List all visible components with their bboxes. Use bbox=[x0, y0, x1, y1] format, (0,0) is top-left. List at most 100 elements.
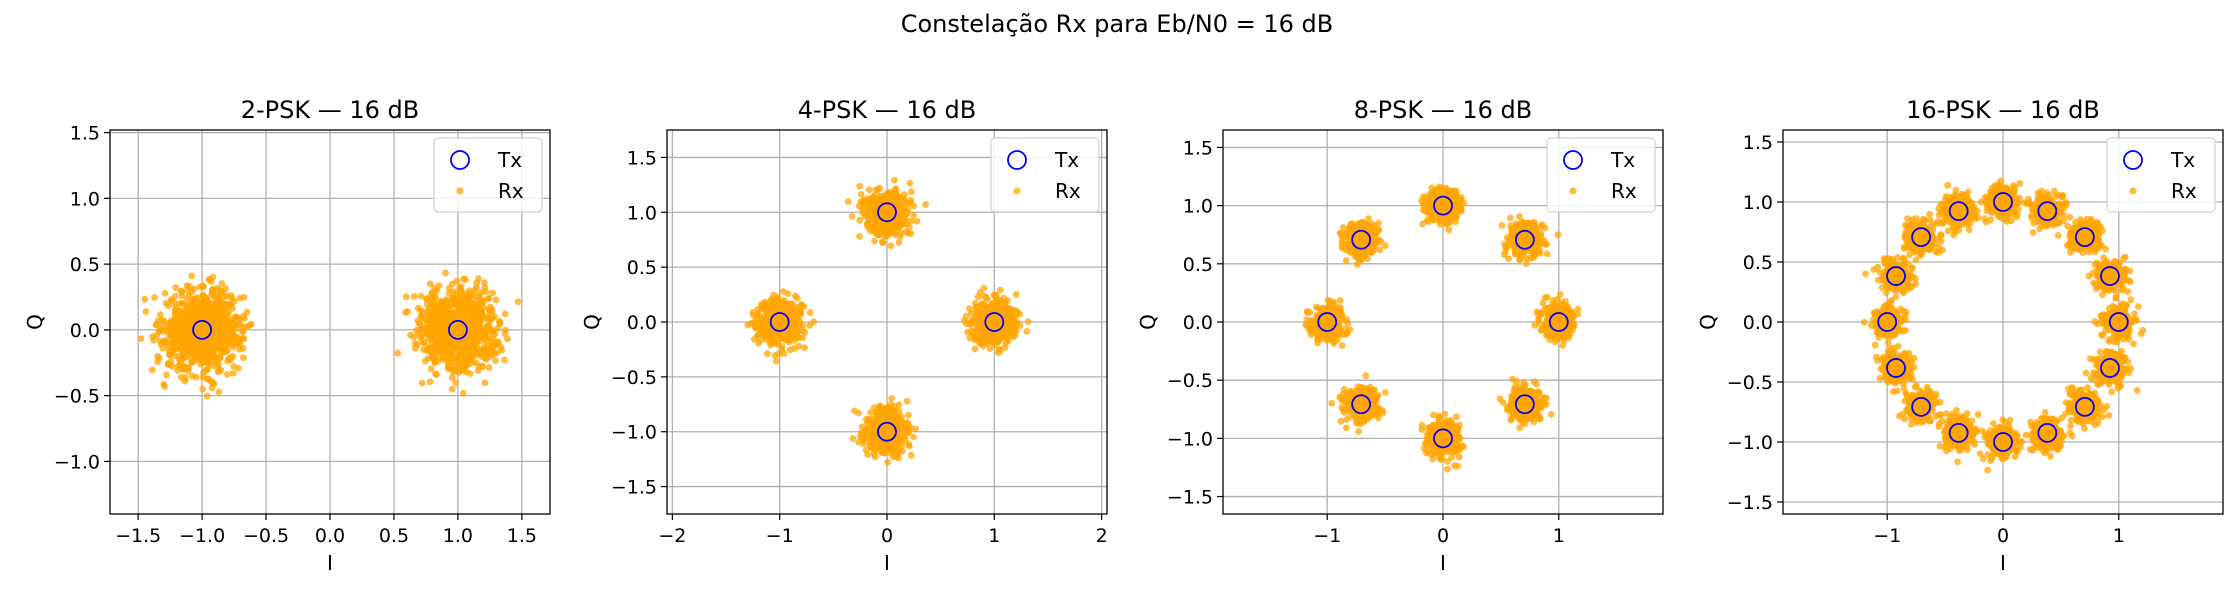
rx-point bbox=[459, 389, 467, 397]
rx-point bbox=[483, 327, 491, 335]
rx-point bbox=[466, 305, 474, 313]
rx-point bbox=[218, 288, 226, 295]
rx-point bbox=[1539, 299, 1547, 307]
rx-point bbox=[1439, 200, 1447, 208]
rx-point bbox=[873, 229, 880, 237]
rx-point bbox=[883, 225, 891, 233]
y-tick-label: 1.0 bbox=[627, 202, 657, 224]
rx-point bbox=[1443, 186, 1450, 194]
rx-point bbox=[187, 354, 195, 362]
rx-point bbox=[199, 282, 207, 290]
rx-point bbox=[142, 308, 150, 315]
subplot-title: 2-PSK — 16 dB bbox=[241, 96, 420, 124]
rx-point bbox=[137, 335, 145, 342]
rx-point bbox=[414, 341, 421, 349]
rx-point bbox=[972, 299, 979, 307]
rx-point bbox=[1544, 304, 1551, 312]
rx-point bbox=[971, 345, 979, 353]
rx-point bbox=[161, 383, 169, 390]
tx-point bbox=[448, 319, 468, 340]
rx-point bbox=[1537, 223, 1545, 230]
rx-point bbox=[446, 358, 453, 366]
rx-point bbox=[185, 329, 192, 337]
rx-point bbox=[902, 436, 909, 444]
rx-point bbox=[444, 339, 451, 346]
rx-point bbox=[501, 356, 508, 364]
rx-point bbox=[888, 395, 896, 402]
rx-point bbox=[475, 315, 482, 323]
rx-point bbox=[492, 357, 499, 365]
rx-point bbox=[801, 344, 808, 352]
rx-point bbox=[1560, 331, 1568, 339]
rx-point bbox=[243, 308, 251, 316]
rx-point bbox=[856, 216, 864, 224]
rx-point bbox=[899, 428, 907, 436]
legend-box bbox=[990, 137, 1100, 213]
rx-point bbox=[439, 319, 447, 327]
rx-point bbox=[410, 293, 418, 300]
tx-point bbox=[984, 312, 1005, 332]
rx-point bbox=[1446, 217, 1454, 225]
rx-point bbox=[1542, 240, 1550, 248]
rx-point bbox=[235, 364, 242, 372]
rx-point bbox=[863, 210, 871, 218]
rx-point bbox=[178, 361, 185, 368]
rx-point bbox=[884, 416, 891, 424]
rx-point bbox=[867, 197, 875, 204]
rx-point bbox=[905, 411, 912, 419]
rx-point bbox=[858, 423, 866, 431]
rx-point bbox=[434, 357, 442, 365]
rx-point bbox=[180, 342, 188, 350]
rx-point bbox=[891, 412, 899, 420]
rx-point bbox=[1507, 214, 1514, 222]
rx-point bbox=[879, 449, 887, 457]
rx-point bbox=[1516, 222, 1523, 229]
rx-point bbox=[776, 323, 784, 331]
rx-point bbox=[898, 442, 906, 450]
rx-point bbox=[867, 423, 875, 431]
rx-point bbox=[1541, 294, 1549, 301]
rx-point bbox=[487, 303, 494, 311]
x-tick-label: 0.0 bbox=[315, 525, 345, 547]
rx-point bbox=[798, 301, 805, 308]
rx-point bbox=[767, 341, 774, 349]
rx-point bbox=[910, 212, 917, 219]
x-tick-label: −1 bbox=[766, 525, 794, 547]
rx-point bbox=[185, 345, 193, 353]
rx-point bbox=[204, 360, 212, 367]
subplot-2: −2 −1 0 1 2−1.5−1.0−0.50.00.51.01.54-PSK — 1… bbox=[580, 96, 1108, 575]
rx-point bbox=[966, 334, 974, 342]
rx-point bbox=[976, 288, 984, 296]
rx-point bbox=[236, 345, 243, 353]
rx-point bbox=[874, 408, 882, 416]
rx-point bbox=[435, 349, 442, 356]
rx-point bbox=[1552, 334, 1560, 342]
rx-point bbox=[1458, 207, 1465, 215]
rx-point bbox=[867, 437, 875, 444]
rx-point bbox=[1543, 250, 1551, 258]
rx-point bbox=[795, 342, 803, 350]
tx-point bbox=[769, 312, 790, 332]
rx-point bbox=[154, 358, 162, 366]
tx-series bbox=[769, 202, 1005, 442]
legend-label: Rx bbox=[498, 179, 524, 203]
rx-point bbox=[240, 293, 248, 301]
rx-point bbox=[1522, 254, 1530, 262]
rx-point bbox=[891, 407, 899, 414]
rx-point bbox=[865, 225, 873, 233]
rx-point bbox=[1451, 189, 1459, 196]
rx-point bbox=[1560, 318, 1567, 326]
rx-point bbox=[429, 316, 437, 324]
rx-point bbox=[212, 295, 220, 302]
rx-point bbox=[1518, 236, 1526, 244]
rx-point bbox=[922, 201, 929, 208]
rx-point bbox=[1006, 331, 1013, 339]
x-tick-label: −2 bbox=[658, 525, 686, 547]
rx-point bbox=[910, 433, 917, 441]
x-axis-label: I bbox=[327, 551, 333, 575]
rx-point bbox=[514, 298, 522, 306]
rx-point bbox=[879, 239, 887, 247]
rx-point bbox=[1505, 255, 1512, 262]
rx-point bbox=[148, 366, 156, 374]
rx-point bbox=[154, 317, 162, 325]
